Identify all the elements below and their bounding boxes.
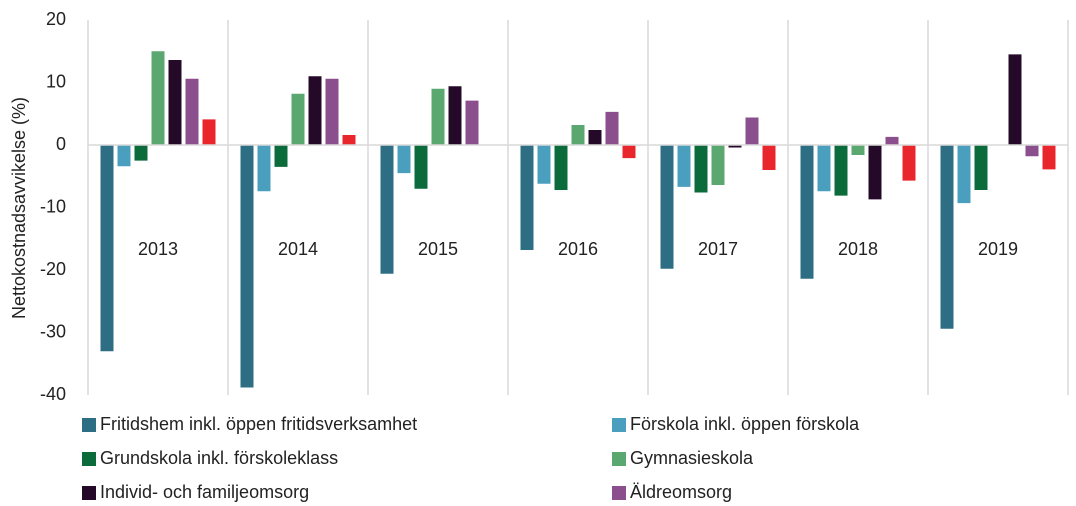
bar <box>940 145 954 329</box>
bar <box>660 145 674 269</box>
bar <box>202 119 216 145</box>
bar <box>605 111 619 145</box>
legend-swatch <box>612 452 626 466</box>
bar <box>817 145 831 192</box>
legend-label: Individ- och familjeomsorg <box>100 482 309 502</box>
bar <box>397 145 411 174</box>
bar <box>1025 145 1039 157</box>
bar <box>537 145 551 184</box>
bar <box>554 145 568 190</box>
bar <box>745 117 759 145</box>
category-label: 2013 <box>138 239 178 259</box>
y-tick-label: -30 <box>40 321 66 341</box>
bar <box>677 145 691 187</box>
bar <box>885 136 899 145</box>
y-tick-label: -40 <box>40 384 66 404</box>
bar <box>465 100 479 145</box>
category-label: 2017 <box>698 239 738 259</box>
y-tick-label: 0 <box>56 134 66 154</box>
legend-label: Gymnasieskola <box>630 448 754 468</box>
bar <box>868 145 882 200</box>
bar <box>117 145 131 167</box>
bar <box>151 51 165 145</box>
legend-label: Fritidshem inkl. öppen fritidsverksamhet <box>100 414 417 434</box>
bar <box>851 145 865 155</box>
bar <box>134 145 148 161</box>
bar <box>274 145 288 167</box>
legend-swatch <box>82 452 96 466</box>
bar <box>588 130 602 145</box>
bar <box>957 145 971 204</box>
legend-label: Förskola inkl. öppen förskola <box>630 414 860 434</box>
bar <box>431 88 445 145</box>
bar <box>257 145 271 192</box>
legend-swatch <box>82 418 96 432</box>
bar <box>902 145 916 181</box>
category-label: 2015 <box>418 239 458 259</box>
y-tick-label: 10 <box>46 71 66 91</box>
category-label: 2018 <box>838 239 878 259</box>
bar <box>414 145 428 189</box>
bar <box>308 76 322 145</box>
legend-swatch <box>82 486 96 500</box>
bar <box>168 60 182 145</box>
legend-swatch <box>612 486 626 500</box>
legend-swatch <box>612 418 626 432</box>
bar <box>622 145 636 159</box>
y-tick-label: -10 <box>40 196 66 216</box>
bar <box>728 145 742 148</box>
category-label: 2014 <box>278 239 318 259</box>
bar <box>571 125 585 145</box>
bar <box>694 145 708 193</box>
bar <box>448 86 462 145</box>
bar <box>834 145 848 196</box>
bar <box>1008 54 1022 145</box>
bar <box>520 145 534 250</box>
bar <box>1042 145 1056 170</box>
bar <box>762 145 776 170</box>
bar <box>291 93 305 145</box>
y-tick-label: -20 <box>40 259 66 279</box>
bar <box>380 145 394 274</box>
bar <box>240 145 254 388</box>
category-label: 2019 <box>978 239 1018 259</box>
bar <box>325 78 339 145</box>
y-axis-label: Nettokostnadsavvikelse (%) <box>9 97 29 319</box>
bar <box>185 78 199 145</box>
bar <box>100 145 114 352</box>
y-tick-label: 20 <box>46 9 66 29</box>
bar <box>711 145 725 185</box>
bar <box>342 135 356 145</box>
bar <box>800 145 814 279</box>
bar <box>974 145 988 190</box>
legend-label: Äldreomsorg <box>630 482 732 502</box>
legend-label: Grundskola inkl. förskoleklass <box>100 448 338 468</box>
category-label: 2016 <box>558 239 598 259</box>
